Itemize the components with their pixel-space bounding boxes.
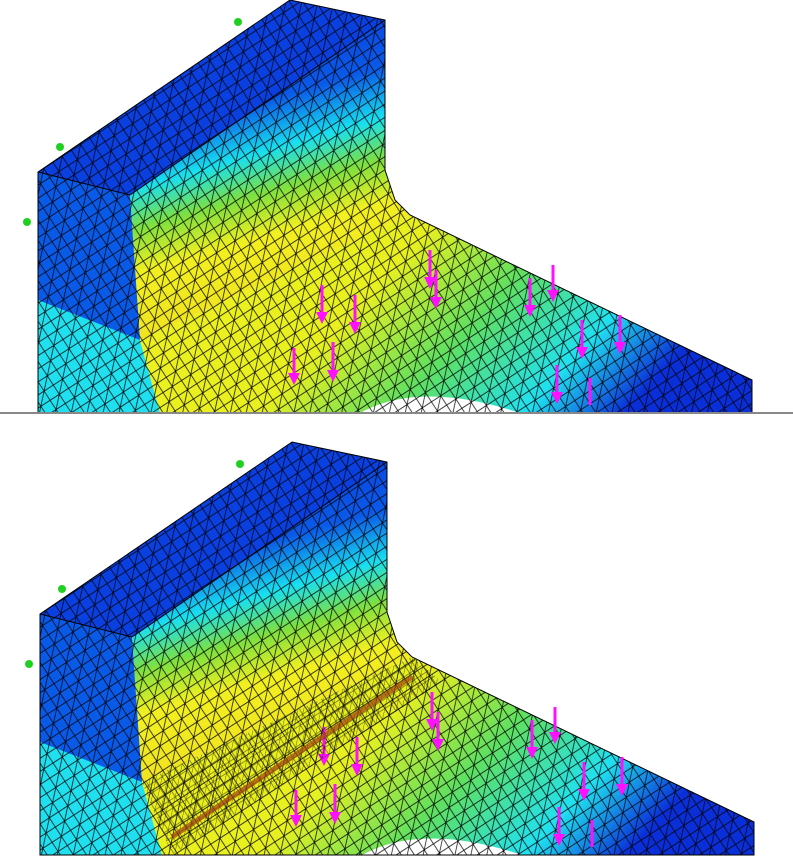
lower-view xyxy=(23,440,756,857)
upper-view xyxy=(21,0,754,415)
